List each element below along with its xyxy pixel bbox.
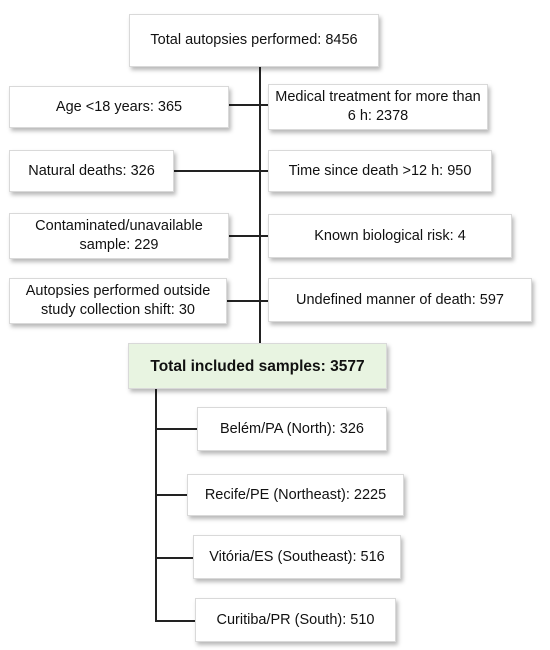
connector-site-4 xyxy=(155,620,195,622)
exclusion-contaminated-box: Contaminated/unavailable sample: 229 xyxy=(9,213,229,259)
site-recife-box: Recife/PE (Northeast): 2225 xyxy=(187,474,404,516)
exclusion-biological-risk-box: Known biological risk: 4 xyxy=(268,214,512,258)
connector-row-1 xyxy=(229,104,268,106)
main-trunk-line xyxy=(259,66,261,346)
total-autopsies-box: Total autopsies performed: 8456 xyxy=(129,14,379,67)
exclusion-natural-deaths-box: Natural deaths: 326 xyxy=(9,150,174,192)
sites-trunk-line xyxy=(155,389,157,622)
total-included-box: Total included samples: 3577 xyxy=(128,343,387,389)
connector-row-2 xyxy=(174,170,268,172)
exclusion-time-since-death-box: Time since death >12 h: 950 xyxy=(268,150,492,192)
exclusion-outside-shift-box: Autopsies performed outside study collec… xyxy=(9,278,227,324)
site-vitoria-box: Vitória/ES (Southeast): 516 xyxy=(193,535,401,579)
connector-site-3 xyxy=(155,557,193,559)
connector-site-1 xyxy=(155,428,197,430)
connector-site-2 xyxy=(155,494,187,496)
site-belem-box: Belém/PA (North): 326 xyxy=(197,407,387,451)
connector-row-3 xyxy=(229,235,268,237)
exclusion-undefined-manner-box: Undefined manner of death: 597 xyxy=(268,278,532,322)
site-curitiba-box: Curitiba/PR (South): 510 xyxy=(195,598,396,642)
exclusion-age-box: Age <18 years: 365 xyxy=(9,86,229,128)
connector-row-4 xyxy=(227,300,268,302)
exclusion-medical-treatment-box: Medical treatment for more than 6 h: 237… xyxy=(268,84,488,130)
